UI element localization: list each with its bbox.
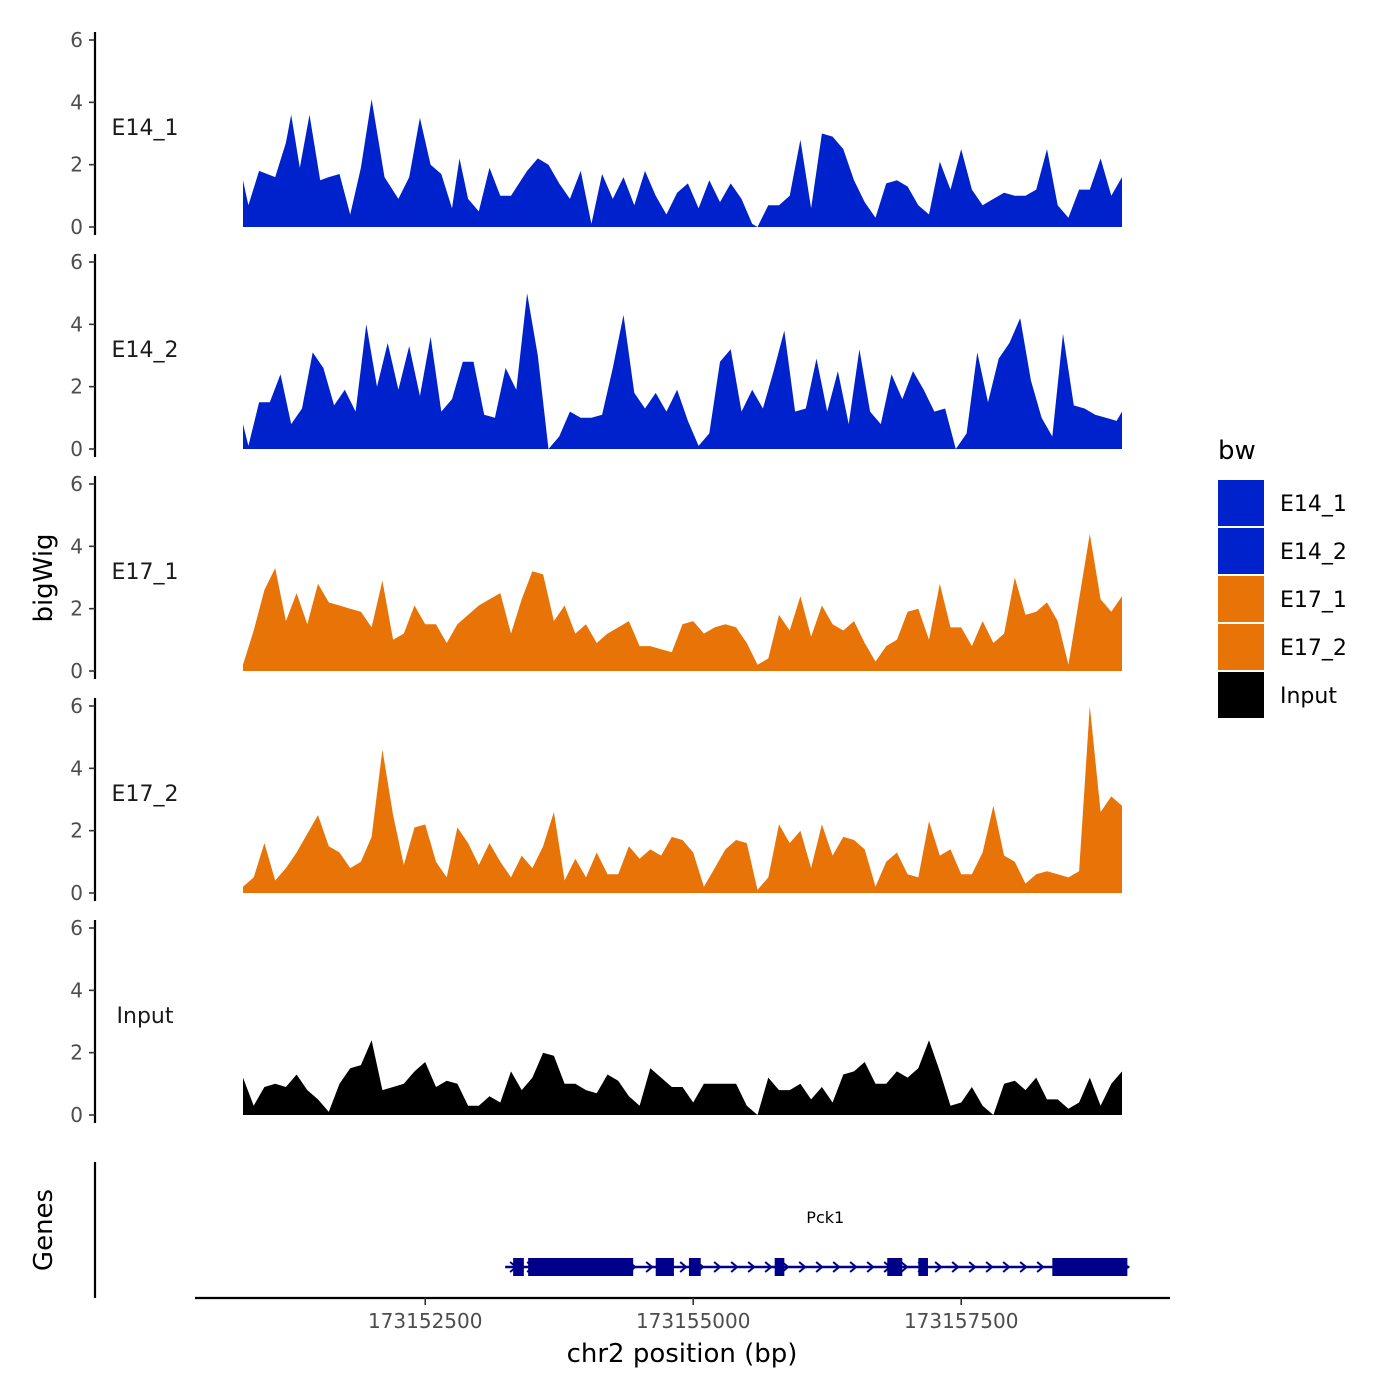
gene-exon — [513, 1258, 524, 1276]
strand-arrow — [730, 1261, 739, 1273]
gene-exon — [918, 1258, 928, 1276]
strand-arrow — [951, 1261, 960, 1273]
gene-exon — [887, 1258, 903, 1276]
y-tick-label: 4 — [70, 756, 83, 780]
y-tick-label: 6 — [70, 916, 83, 940]
legend-label: Input — [1280, 684, 1337, 709]
strand-arrow — [645, 1261, 654, 1273]
legend-swatch-e14-2 — [1218, 528, 1264, 574]
y-axis-title: bigWig — [29, 533, 59, 622]
legend-swatch-e17-1 — [1218, 576, 1264, 622]
y-tick-label: 6 — [70, 250, 83, 274]
legend-swatch-e17-2 — [1218, 624, 1264, 670]
track-label: Input — [117, 1004, 174, 1029]
x-axis-title: chr2 position (bp) — [567, 1339, 798, 1369]
strand-arrow — [849, 1261, 858, 1273]
legend-label: E14_2 — [1280, 540, 1347, 565]
strand-arrow — [1019, 1261, 1028, 1273]
y-tick-label: 0 — [70, 215, 83, 239]
strand-arrow — [798, 1261, 807, 1273]
legend-title: bw — [1218, 436, 1256, 466]
strand-arrow — [832, 1261, 841, 1273]
y-tick-label: 6 — [70, 28, 83, 52]
y-tick-label: 2 — [70, 375, 83, 399]
strand-arrow — [1036, 1261, 1045, 1273]
y-tick-label: 4 — [70, 312, 83, 336]
strand-arrow — [866, 1261, 875, 1273]
x-tick-label: 173152500 — [368, 1309, 483, 1333]
signal-area-input — [243, 1040, 1122, 1115]
y-tick-label: 2 — [70, 1041, 83, 1065]
y-tick-label: 4 — [70, 978, 83, 1002]
track-input: 0 2 4 6 Input — [70, 916, 1122, 1127]
strand-arrow — [747, 1261, 756, 1273]
signal-area-e14-1 — [243, 99, 1122, 227]
track-e17-2: 0 2 4 6 E17_2 — [70, 694, 1122, 905]
legend: bw E14_1 E14_2 E17_1 E17_2 Input — [1218, 436, 1347, 718]
gene-exon — [1052, 1258, 1128, 1276]
signal-area-e17-1 — [243, 533, 1122, 671]
genes-axis-title: Genes — [29, 1189, 59, 1271]
strand-arrow — [968, 1261, 977, 1273]
gene-exon — [528, 1258, 634, 1276]
track-label: E14_1 — [112, 116, 179, 141]
strand-arrow — [985, 1261, 994, 1273]
strand-arrow — [713, 1261, 722, 1273]
y-tick-label: 4 — [70, 90, 83, 114]
strand-arrow — [679, 1261, 688, 1273]
x-tick-label: 173155000 — [636, 1309, 751, 1333]
track-label: E14_2 — [112, 338, 179, 363]
signal-area-e14-2 — [243, 293, 1122, 449]
x-tick-label: 173157500 — [904, 1309, 1019, 1333]
strand-arrow — [900, 1261, 909, 1273]
strand-arrow — [815, 1261, 824, 1273]
legend-label: E17_1 — [1280, 588, 1347, 613]
track-e17-1: 0 2 4 6 E17_1 — [70, 472, 1122, 683]
y-tick-label: 6 — [70, 472, 83, 496]
track-label: E17_1 — [112, 560, 179, 585]
y-tick-label: 0 — [70, 1103, 83, 1127]
strand-arrow — [764, 1261, 773, 1273]
y-tick-label: 2 — [70, 597, 83, 621]
y-tick-label: 2 — [70, 819, 83, 843]
strand-arrow — [1002, 1261, 1011, 1273]
y-tick-label: 0 — [70, 659, 83, 683]
bigwig-tracks: 0 2 4 6 E14_1 0 2 4 6 E14_2 0 2 4 6 E17_1 0 2 4 6 E17_2 0 2 4 6… — [70, 28, 1122, 1127]
track-e14-2: 0 2 4 6 E14_2 — [70, 250, 1122, 461]
gene-exon — [655, 1258, 674, 1276]
y-tick-label: 0 — [70, 437, 83, 461]
x-axis: 173152500 173155000 173157500 — [195, 1296, 1170, 1333]
track-e14-1: 0 2 4 6 E14_1 — [70, 28, 1122, 239]
signal-area-e17-2 — [243, 706, 1122, 893]
track-label: E17_2 — [112, 782, 179, 807]
legend-swatch-input — [1218, 672, 1264, 718]
legend-swatch-e14-1 — [1218, 480, 1264, 526]
legend-label: E14_1 — [1280, 492, 1347, 517]
gene-exon — [774, 1258, 785, 1276]
y-tick-label: 6 — [70, 694, 83, 718]
y-tick-label: 4 — [70, 534, 83, 558]
strand-arrow — [934, 1261, 943, 1273]
y-tick-label: 0 — [70, 881, 83, 905]
gene-track: Pck1 — [93, 1162, 1130, 1298]
gene-name-label: Pck1 — [806, 1208, 844, 1227]
y-tick-label: 2 — [70, 153, 83, 177]
legend-label: E17_2 — [1280, 636, 1347, 661]
gene-exon — [688, 1258, 701, 1276]
